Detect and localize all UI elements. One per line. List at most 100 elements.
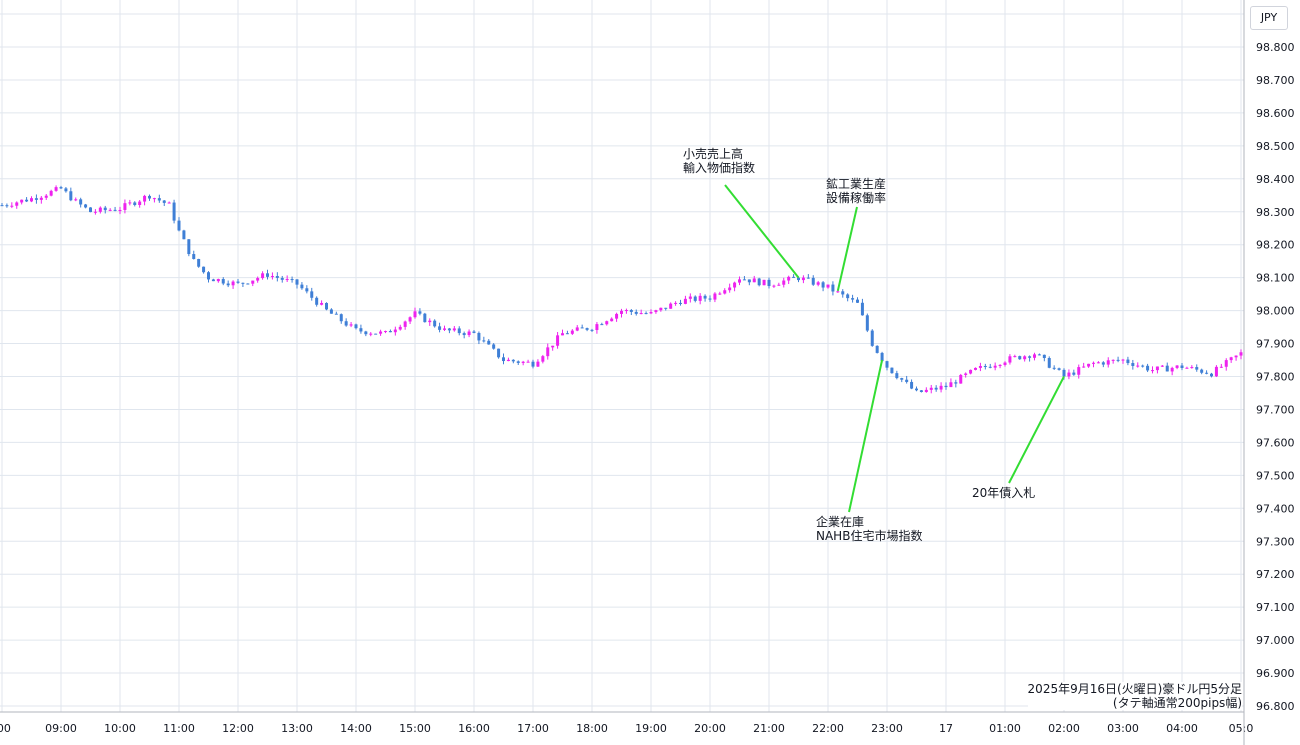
candle-body [860,302,864,316]
candle-body [969,369,973,374]
candle-body [285,279,289,281]
candle-body [978,365,982,368]
candle-body [900,378,904,380]
x-tick-label: 09:00 [45,722,77,735]
candle-body [585,328,589,330]
candle-body [723,290,727,294]
candle-body [747,279,751,283]
candle-body [806,277,810,279]
candle-body [1234,355,1238,358]
candle-body [797,277,800,281]
candle-body [1087,363,1091,367]
candle-body [905,379,909,382]
candle-body [1037,354,1041,356]
candle-body [629,310,633,312]
candle-body [192,254,196,259]
candle-body [836,291,840,293]
candle-body [497,348,501,358]
candle-body [216,279,220,282]
candle-body [462,333,466,336]
candle-body [59,187,63,189]
candle-body [742,279,746,281]
candle-body [1092,362,1095,364]
candle-body [221,279,225,284]
candle-body [683,298,687,304]
candle-body [728,287,732,291]
candle-body [443,328,446,330]
candle-body [246,283,250,285]
candle-body [49,190,53,196]
candle-body [826,284,830,288]
candle-body [816,282,820,285]
candle-body [1190,367,1194,369]
candle-body [413,311,417,318]
candle-body [831,284,835,292]
candle-body [295,279,299,285]
candle-body [1219,366,1223,368]
currency-label[interactable]: JPY [1250,6,1288,30]
candle-body [575,327,579,331]
candle-body [1013,356,1017,358]
candle-body [1214,366,1218,377]
candle-body [1033,354,1036,358]
candle-body [551,345,555,348]
candle-body [167,202,171,204]
y-tick-label: 97.200 [1256,568,1295,581]
candle-body [89,207,92,213]
candle-body [64,188,68,192]
candle-body [1239,352,1243,356]
candle-body [669,303,673,309]
candle-body [379,331,383,334]
candle-body [664,307,668,309]
candle-body [506,359,510,362]
candle-body [202,266,206,273]
candle-body [546,347,550,357]
annotation-label: 鉱工業生産 [826,176,886,191]
candle-body [0,205,4,207]
candle-body [339,314,343,322]
candle-body [1018,356,1022,360]
candle-body [1096,362,1100,364]
candle-body [393,329,397,333]
y-tick-label: 98.400 [1256,173,1295,186]
candle-body [772,285,776,287]
candle-body [280,277,284,280]
candle-body [792,276,796,278]
x-tick-label: 14:00 [340,722,372,735]
candle-body [138,201,142,206]
candle-body [211,279,215,282]
candle-body [846,294,850,299]
candle-body [39,197,43,200]
candle-body [954,382,958,384]
candle-body [895,373,899,379]
candle-body [526,361,530,363]
candle-body [1067,372,1071,377]
candle-body [1101,362,1105,365]
candle-body [767,279,771,287]
candle-body [698,295,702,301]
candle-body [364,331,368,335]
x-tick-label: 05:0 [1229,722,1254,735]
candle-body [349,324,353,326]
annotation-label: 小売売上高 [683,146,743,161]
candle-body [54,187,58,191]
candle-body [118,209,122,211]
candle-body [1008,356,1012,363]
candle-body [910,381,914,389]
candle-body [1151,370,1154,372]
candle-body [1229,357,1233,361]
candle-body [30,198,33,202]
candle-body [256,278,260,281]
annotation-label: 設備稼働率 [826,190,886,205]
candle-body [929,387,933,390]
candle-body [620,310,623,314]
candle-body [870,330,874,346]
candle-body [919,390,923,392]
candle-body [374,333,378,335]
x-tick-label: 17:00 [517,722,549,735]
candle-body [143,195,147,202]
candle-body [1160,365,1164,367]
annotation-line [1008,376,1065,484]
candle-body [988,366,992,368]
